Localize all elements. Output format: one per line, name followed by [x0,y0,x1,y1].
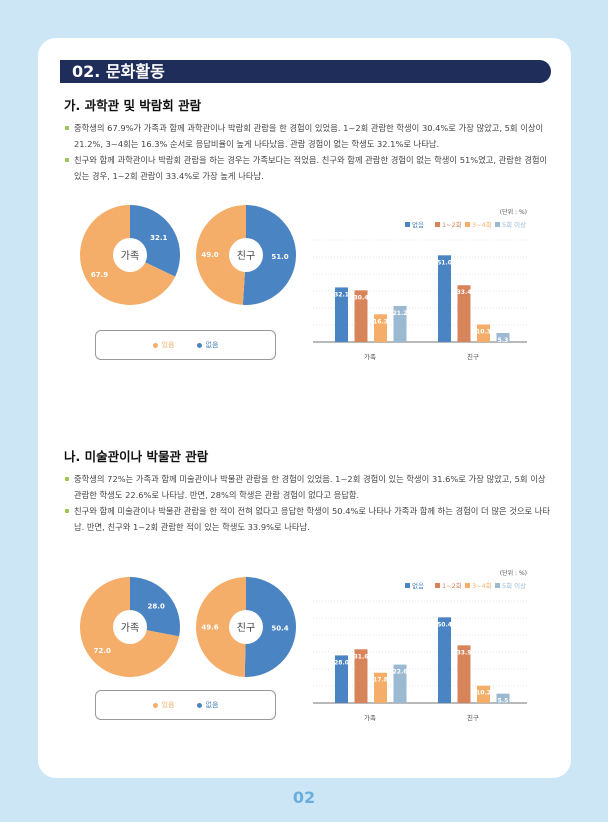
bullet: 중학생의 67.9%가 가족과 함께 과학관이나 박람회 관람을 한 경험이 있… [64,120,554,152]
bar-value: 50.4 [437,621,452,628]
legend-swatch [405,583,410,588]
bar [496,693,510,703]
pie-slice-yes [196,577,246,677]
bar-value: 32.1 [334,291,349,298]
pie-value-yes: 67.9 [91,271,108,279]
pie-hole [229,238,263,272]
bar [335,655,348,703]
legend-swatch [465,222,470,227]
legend-label: 5회 이상 [502,581,526,590]
bar-value: 33.9 [457,649,472,656]
pie-slice-no [244,577,297,677]
pie-center-label: 친구 [237,250,255,262]
bar [354,290,368,342]
bar [477,324,490,342]
bar-value: 22.6 [393,669,408,676]
bar-value: 17.8 [373,677,388,684]
bar-value: 30.4 [354,294,369,301]
legend-swatch [495,222,500,227]
legend-yes: 있음 [152,340,175,350]
bar-value: 16.3 [373,318,388,325]
legend-label: 1~2회 [442,582,462,590]
unit-label: (단위 : %) [500,569,527,577]
page-number: 02 [292,788,316,807]
section-science: 가. 과학관 및 박람회 관람 중학생의 67.9%가 가족과 함께 과학관이나… [64,95,554,184]
bar-value: 31.6 [354,653,369,660]
legend-no: 없음 [196,340,218,350]
legend-swatch [465,583,470,588]
pie-value-yes: 49.0 [201,251,218,259]
bar [438,255,451,342]
bar-value: 21.2 [393,310,408,317]
section-title: 나. 미술관이나 박물관 관람 [64,449,209,464]
bar [496,332,510,342]
pie-hole [229,610,263,644]
legend-label: 5회 이상 [502,220,526,229]
bar-value: 10.2 [476,690,491,697]
bar [438,617,451,703]
section-title: 가. 과학관 및 박람회 관람 [64,98,202,113]
bullet: 친구와 함께 과학관이나 박람회 관람을 하는 경우는 가족보다는 적었음. 친… [64,152,554,184]
bar-value: 33.4 [457,289,472,296]
chapter-header: 02. 문화활동 [60,60,551,83]
legend-swatch [435,222,440,227]
bar [477,685,490,703]
category-label: 친구 [467,713,479,722]
bar-value: 51.0 [437,259,452,266]
pie-center-label: 가족 [121,250,139,262]
legend-label: 3~4회 [472,221,492,229]
category-label: 친구 [467,352,479,361]
bar-chart-science: (단위 : %) 없음 1~2회 3~4회 5회 이상 32.1 30.4 16.3 21.2 가… [313,208,527,361]
bullet: 친구와 함께 미술관이나 박물관 관람을 한 적이 전혀 없다고 응답한 학생이… [64,503,554,535]
bar [374,314,387,342]
legend-yes: 있음 [152,700,175,710]
bar-value: 28.0 [334,659,349,666]
bar [393,664,407,703]
pie-value-no: 50.4 [271,624,288,632]
legend-no: 없음 [196,700,218,710]
legend-label: 3~4회 [472,582,492,590]
pie-slice-yes [196,205,246,305]
legend-swatch [405,222,410,227]
bar [457,285,471,342]
unit-label: (단위 : %) [500,208,527,216]
bar-chart-art: (단위 : %) 없음 1~2회 3~4회 5회 이상 28.0 31.6 17.8 22.6 가… [313,569,527,722]
legend-label: 1~2회 [442,221,462,229]
pie-legend: 있음 없음 [95,330,276,360]
pie-charts-science: 가족 32.1 67.9 친구 51.0 49.0 [80,205,297,305]
pie-center-label: 가족 [121,622,139,634]
pie-value-yes: 49.6 [201,624,218,632]
section-art: 나. 미술관이나 박물관 관람 중학생의 72%는 가족과 함께 미술관이나 박… [64,446,554,535]
pie-hole [113,610,147,644]
bar [354,649,368,703]
pie-value-no: 32.1 [150,234,167,242]
legend-label: 없음 [412,221,424,229]
category-label: 가족 [364,352,376,361]
pie-value-yes: 72.0 [94,647,111,655]
bar [335,287,348,342]
legend-label: 없음 [412,582,424,590]
bar [457,645,471,703]
bar [393,305,407,342]
pie-value-no: 51.0 [271,253,288,261]
bar-value: 10.3 [476,328,491,335]
pie-center-label: 친구 [237,622,255,634]
bar-value: 5.5 [498,698,509,705]
bullet: 중학생의 72%는 가족과 함께 미술관이나 박물관 관람을 한 경험이 있었음… [64,471,554,503]
pie-legend: 있음 없음 [95,690,276,720]
bar [374,672,387,703]
legend-swatch [495,583,500,588]
category-label: 가족 [364,713,376,722]
bar-value: 5.3 [498,337,509,344]
pie-value-no: 28.0 [148,602,165,610]
pie-slice-no [242,205,297,305]
legend-swatch [435,583,440,588]
pie-charts-art: 가족 28.0 72.0 친구 50.4 49.6 [79,577,297,677]
pie-hole [113,238,147,272]
